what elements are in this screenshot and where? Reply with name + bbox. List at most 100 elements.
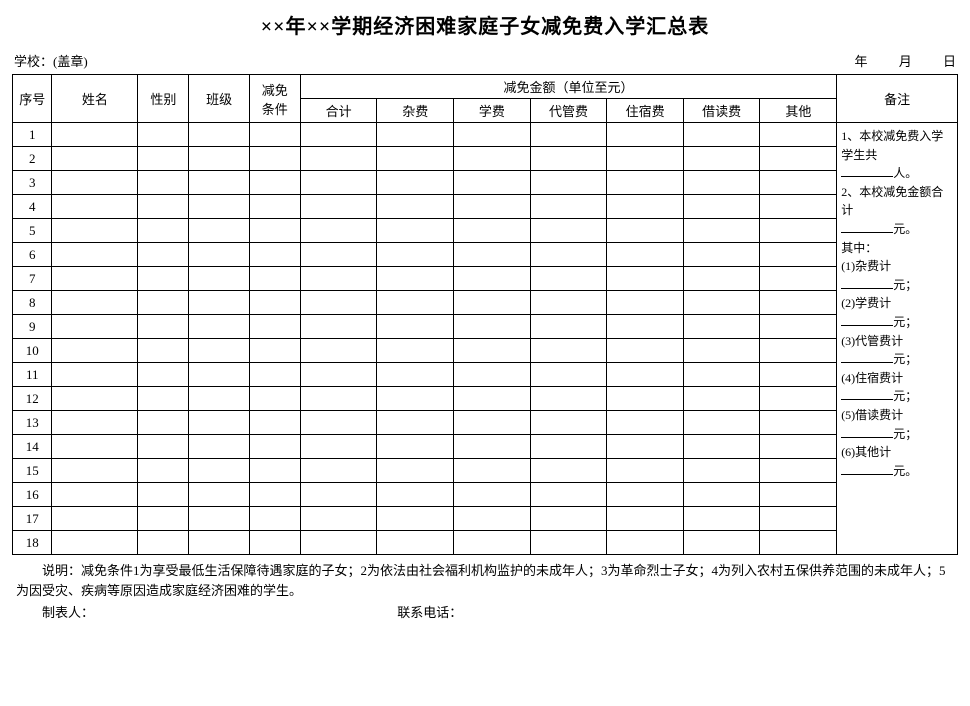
cell [189,387,249,411]
cell [454,291,531,315]
cell [189,195,249,219]
day-label: 日 [943,54,956,69]
th-gender: 性别 [138,75,189,123]
cell-seq: 12 [13,387,52,411]
table-row: 5 [13,219,958,243]
table-row: 11、本校减免费入学学生共人。2、本校减免金额合计元。其中：(1)杂费计元；(2… [13,123,958,147]
cell [530,171,607,195]
th-seq: 序号 [13,75,52,123]
meta-row: 学校：(盖章) 年 月 日 [12,51,958,70]
cell [760,339,837,363]
cell [683,291,760,315]
cell [607,339,684,363]
cell [189,435,249,459]
th-amount-sub: 杂费 [377,99,454,123]
cell [300,339,377,363]
cell [52,195,138,219]
cell [300,483,377,507]
cell-seq: 15 [13,459,52,483]
cell [454,507,531,531]
cell [189,219,249,243]
th-class: 班级 [189,75,249,123]
table-row: 17 [13,507,958,531]
page-title: ××年××学期经济困难家庭子女减免费入学汇总表 [12,10,958,39]
cell-seq: 17 [13,507,52,531]
cell [760,363,837,387]
cell [607,315,684,339]
cell [249,435,300,459]
cell [683,195,760,219]
cell [683,411,760,435]
cell [377,291,454,315]
cell [760,411,837,435]
cell-seq: 5 [13,219,52,243]
cell [683,243,760,267]
cell [607,411,684,435]
cell [683,171,760,195]
date-labels: 年 月 日 [826,51,956,70]
cell [300,363,377,387]
cell [530,219,607,243]
cell [52,243,138,267]
cell [377,195,454,219]
cell [300,315,377,339]
cell [377,267,454,291]
cell [300,291,377,315]
cell-seq: 6 [13,243,52,267]
cell [607,171,684,195]
cell [454,339,531,363]
cell [52,507,138,531]
cell [249,363,300,387]
cell-seq: 2 [13,147,52,171]
cell [683,147,760,171]
cell [760,219,837,243]
cell [300,267,377,291]
table-row: 18 [13,531,958,555]
cell [683,339,760,363]
cell [377,339,454,363]
cell [454,195,531,219]
table-row: 15 [13,459,958,483]
cell [760,315,837,339]
cell [760,195,837,219]
cell [683,483,760,507]
cell [52,459,138,483]
cell [683,459,760,483]
table-row: 10 [13,339,958,363]
cell-seq: 3 [13,171,52,195]
cell [530,531,607,555]
cell [454,411,531,435]
cell [138,387,189,411]
cell [607,531,684,555]
cell [249,507,300,531]
cell [760,147,837,171]
main-table: 序号 姓名 性别 班级 减免 条件 减免金额（单位至元） 备注 合计杂费学费代管… [12,74,958,555]
cell-seq: 4 [13,195,52,219]
cell [607,507,684,531]
month-label: 月 [899,54,912,69]
cell [138,267,189,291]
cell [683,531,760,555]
cell [138,171,189,195]
cell [607,267,684,291]
cell [249,411,300,435]
cell [377,459,454,483]
cell [607,435,684,459]
cell [530,459,607,483]
table-row: 2 [13,147,958,171]
cell [138,531,189,555]
cell [607,483,684,507]
cell [249,291,300,315]
cell [760,531,837,555]
table-head: 序号 姓名 性别 班级 减免 条件 减免金额（单位至元） 备注 合计杂费学费代管… [13,75,958,123]
cell [607,147,684,171]
th-condition: 减免 条件 [249,75,300,123]
cell [52,483,138,507]
cell [530,339,607,363]
cell [607,123,684,147]
cell [138,315,189,339]
cell [760,123,837,147]
cell [249,483,300,507]
cell [249,387,300,411]
cell [249,315,300,339]
